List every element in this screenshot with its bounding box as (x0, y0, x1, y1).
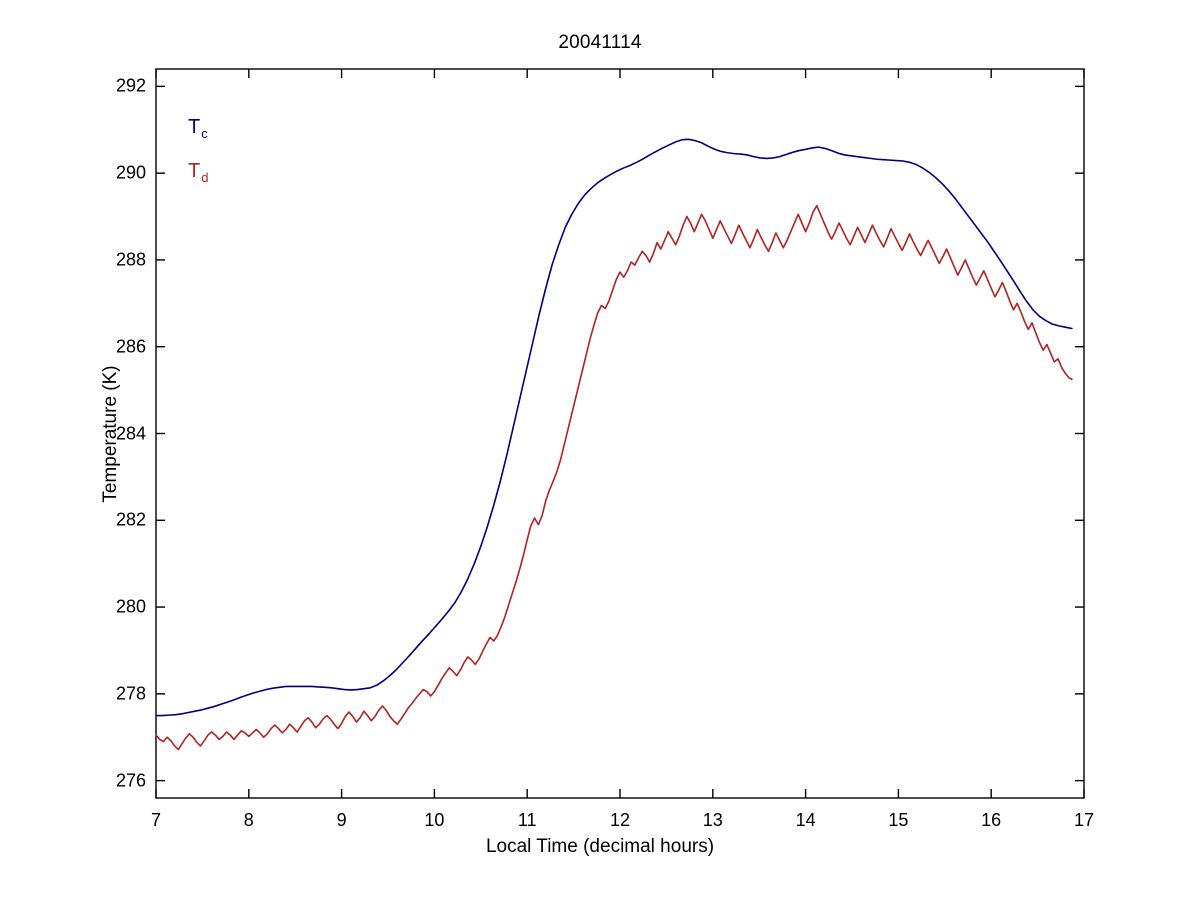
axes-frame (155, 68, 1085, 799)
series-line-t-c (155, 138, 1073, 717)
x-axis-label: Local Time (decimal hours) (485, 836, 715, 857)
series-line-t-d (155, 204, 1073, 751)
y-tick-label: 288 (115, 249, 146, 270)
y-tick-label: 290 (115, 162, 146, 183)
y-tick-label: 284 (115, 423, 146, 443)
x-tick-label: 13 (702, 810, 723, 830)
legend-label-base: T (188, 160, 201, 182)
y-tick-label: 292 (115, 75, 146, 96)
x-tick-label: 8 (243, 810, 254, 830)
x-tick-label: 15 (888, 810, 909, 830)
x-tick-label: 17 (1073, 810, 1095, 830)
legend-label-subscript: d (201, 170, 209, 185)
legend-label-subscript: c (201, 126, 208, 141)
x-tick-label: 9 (336, 810, 347, 830)
y-tick-label: 278 (115, 683, 146, 704)
legend-entry-t-d: Td (188, 160, 209, 185)
x-tick-label: 14 (795, 810, 816, 830)
axis-ticks (155, 69, 1085, 798)
x-tick-label: 7 (150, 810, 162, 830)
legend-label-base: T (188, 116, 201, 138)
x-tick-label: 11 (517, 810, 537, 830)
x-tick-label: 12 (609, 810, 631, 830)
y-tick-label: 276 (115, 770, 146, 791)
legend-entry-t-c: Tc (188, 116, 208, 141)
x-tick-label: 16 (981, 810, 1002, 830)
chart-title: 20041114 (558, 32, 642, 53)
axes-box (155, 68, 1085, 799)
y-tick-label: 280 (115, 596, 146, 617)
y-tick-label: 282 (115, 509, 146, 530)
x-tick-label: 10 (424, 810, 445, 830)
data-series-group (155, 138, 1073, 751)
y-tick-label: 286 (115, 336, 146, 357)
